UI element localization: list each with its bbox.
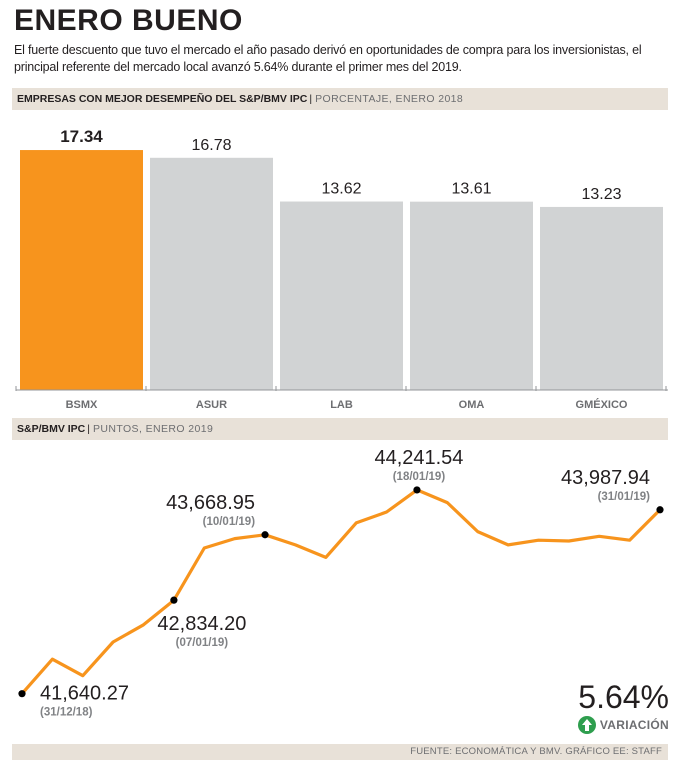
bar bbox=[150, 157, 273, 390]
series-line bbox=[20, 488, 662, 696]
line-chart-title: S&P/BMV IPC bbox=[17, 423, 86, 435]
bar-value-label: 16.78 bbox=[191, 137, 231, 154]
bar-chart-title: EMPRESAS CON MEJOR DESEMPEÑO DEL S&P/BMV… bbox=[17, 93, 308, 105]
x-tick-label: GMÉXICO bbox=[576, 398, 628, 411]
data-point bbox=[18, 690, 26, 698]
point-date-label: (31/12/18) bbox=[40, 707, 93, 719]
point-value-label: 43,987.94 bbox=[561, 467, 650, 489]
line-chart-units: PUNTOS, ENERO 2019 bbox=[93, 423, 214, 435]
point-value-label: 44,241.54 bbox=[374, 447, 463, 469]
point-value-label: 42,834.20 bbox=[157, 613, 246, 635]
bar bbox=[280, 201, 403, 390]
point-date-label: (07/01/19) bbox=[176, 637, 229, 649]
data-point bbox=[261, 531, 269, 539]
source-note: FUENTE: ECONOMÁTICA Y BMV. GRÁFICO EE: S… bbox=[12, 744, 668, 760]
bar-chart-units: PORCENTAJE, ENERO 2018 bbox=[315, 93, 464, 105]
bar-chart: 17.34 BSMX 16.78 ASUR 13.62 LAB 13.61 OMA 13.23 G… bbox=[15, 127, 668, 411]
point-date-label: (18/01/19) bbox=[393, 471, 446, 483]
point-value-label: 43,668.95 bbox=[166, 492, 255, 514]
bar-chart-header: EMPRESAS CON MEJOR DESEMPEÑO DEL S&P/BMV… bbox=[12, 88, 668, 110]
bar-value-label: 17.34 bbox=[60, 127, 103, 146]
bar-value-label: 13.62 bbox=[321, 181, 361, 198]
chart-title: ENERO BUENO bbox=[14, 4, 243, 37]
separator: | bbox=[309, 93, 313, 105]
x-tick-label: LAB bbox=[330, 399, 353, 411]
data-point bbox=[656, 506, 664, 514]
point-date-label: (31/01/19) bbox=[598, 491, 651, 503]
chart-subtitle: El fuerte descuento que tuvo el mercado … bbox=[14, 43, 642, 74]
variation-label: VARIACIÓN bbox=[599, 718, 669, 732]
bar-value-label: 13.23 bbox=[581, 186, 621, 203]
variation-value: 5.64% bbox=[578, 679, 669, 715]
separator: | bbox=[87, 423, 90, 435]
bar-value-label: 13.61 bbox=[451, 181, 491, 198]
bar bbox=[540, 206, 663, 390]
variation-box: 5.64% VARIACIÓN bbox=[577, 679, 669, 734]
x-tick-label: BSMX bbox=[66, 399, 98, 411]
x-tick-label: OMA bbox=[459, 399, 485, 411]
line-chart-header: S&P/BMV IPC | PUNTOS, ENERO 2019 bbox=[12, 418, 668, 440]
point-date-label: (10/01/19) bbox=[203, 516, 256, 528]
line-chart: 41,640.27 (31/12/18) 42,834.20 (07/01/19) 43… bbox=[18, 447, 664, 719]
point-value-label: 41,640.27 bbox=[40, 683, 129, 705]
x-tick-label: ASUR bbox=[196, 399, 227, 411]
data-point bbox=[413, 486, 421, 494]
bar bbox=[410, 201, 533, 390]
data-point bbox=[170, 596, 178, 604]
bar bbox=[20, 150, 143, 390]
up-arrow-icon bbox=[577, 716, 596, 734]
